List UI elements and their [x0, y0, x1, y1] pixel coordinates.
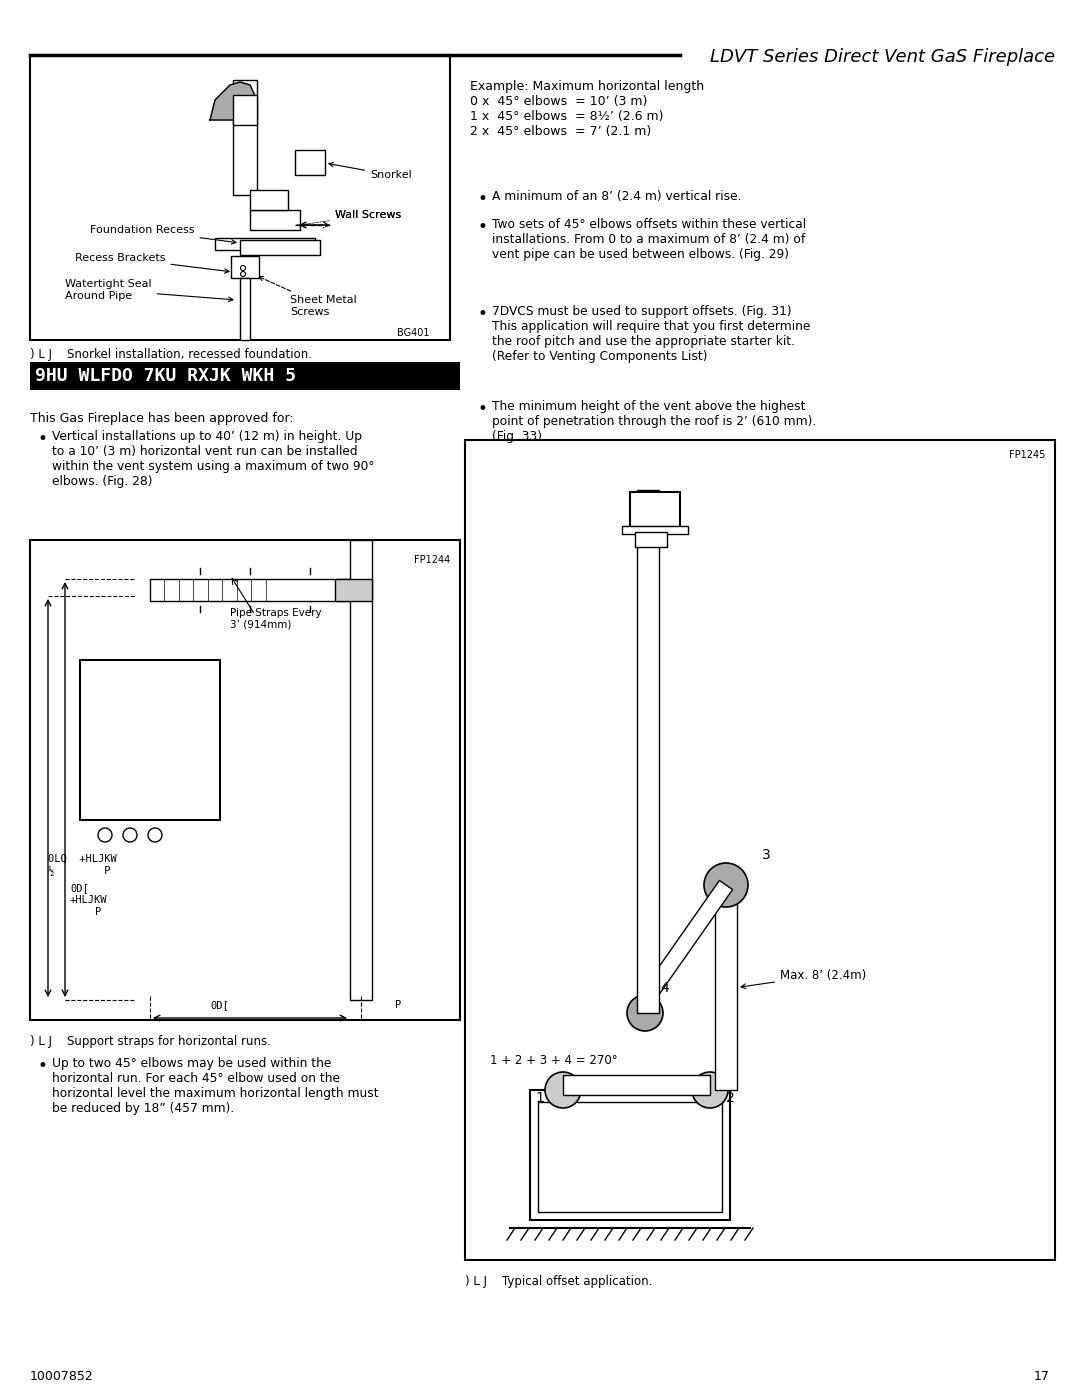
Text: •: • — [478, 190, 488, 208]
Circle shape — [241, 265, 245, 271]
Bar — [715, 890, 737, 1090]
Text: •: • — [38, 430, 48, 448]
Bar — [622, 527, 688, 534]
Bar — [80, 659, 220, 820]
Text: ) L J    Snorkel installation, recessed foundation.: ) L J Snorkel installation, recessed fou… — [30, 348, 312, 360]
Text: Max. 8’ (2.4m): Max. 8’ (2.4m) — [741, 968, 866, 989]
Text: •: • — [478, 218, 488, 236]
Text: LDVT Series Direct Vent GaS Fireplace: LDVT Series Direct Vent GaS Fireplace — [710, 47, 1055, 66]
Text: Wall Screws: Wall Screws — [302, 210, 402, 225]
Circle shape — [627, 995, 663, 1031]
Bar — [240, 240, 320, 256]
Text: 17: 17 — [1035, 1370, 1050, 1383]
Circle shape — [98, 828, 112, 842]
Bar — [335, 578, 372, 601]
Text: Watertight Seal
Around Pipe: Watertight Seal Around Pipe — [65, 279, 233, 302]
Bar — [150, 578, 350, 601]
Circle shape — [545, 1071, 581, 1108]
Text: Recess Brackets: Recess Brackets — [75, 253, 229, 274]
Text: Snorkel: Snorkel — [329, 162, 411, 180]
Circle shape — [704, 863, 748, 907]
Bar — [240, 278, 249, 339]
Circle shape — [123, 828, 137, 842]
Text: 3: 3 — [761, 848, 770, 862]
Bar — [637, 490, 659, 1013]
Bar — [30, 541, 460, 1020]
Text: This Gas Fireplace has been approved for:: This Gas Fireplace has been approved for… — [30, 412, 294, 425]
Text: •: • — [478, 400, 488, 418]
Text: Two sets of 45° elbows offsets within these vertical
installations. From 0 to a : Two sets of 45° elbows offsets within th… — [492, 218, 806, 261]
Text: Sheet Metal
Screws: Sheet Metal Screws — [259, 277, 356, 317]
Bar — [233, 80, 257, 196]
Circle shape — [241, 271, 245, 277]
Text: BG401: BG401 — [397, 328, 430, 338]
Text: ) L J    Typical offset application.: ) L J Typical offset application. — [465, 1275, 652, 1288]
Text: The minimum height of the vent above the highest
point of penetration through th: The minimum height of the vent above the… — [492, 400, 816, 443]
Text: 2: 2 — [726, 1091, 734, 1105]
Text: FP1244: FP1244 — [414, 555, 450, 564]
Text: 0D[: 0D[ — [211, 1000, 229, 1010]
Bar — [30, 54, 450, 339]
Bar — [465, 440, 1055, 1260]
Text: Example: Maximum horizontal length
0 x  45° elbows  = 10’ (3 m)
1 x  45° elbows : Example: Maximum horizontal length 0 x 4… — [470, 80, 704, 138]
Text: 4: 4 — [661, 981, 670, 995]
Bar — [627, 880, 732, 1021]
Circle shape — [692, 1071, 728, 1108]
Bar — [215, 237, 315, 250]
Text: 10007852: 10007852 — [30, 1370, 94, 1383]
Bar — [563, 1076, 710, 1095]
Text: FP1245: FP1245 — [1009, 450, 1045, 460]
Bar — [295, 149, 325, 175]
Text: 7DVCS must be used to support offsets. (Fig. 31)
This application will require t: 7DVCS must be used to support offsets. (… — [492, 305, 810, 363]
Text: Foundation Recess: Foundation Recess — [90, 225, 237, 244]
Bar — [630, 492, 680, 527]
Text: 1 + 2 + 3 + 4 = 270°: 1 + 2 + 3 + 4 = 270° — [490, 1053, 618, 1066]
Text: Vertical installations up to 40’ (12 m) in height. Up
to a 10’ (3 m) horizontal : Vertical installations up to 40’ (12 m) … — [52, 430, 375, 488]
Text: •: • — [478, 305, 488, 323]
Bar — [249, 210, 300, 231]
Text: Wall Screws: Wall Screws — [335, 210, 402, 219]
Bar — [530, 1090, 730, 1220]
Text: Up to two 45° elbows may be used within the
horizontal run. For each 45° elbow u: Up to two 45° elbows may be used within … — [52, 1058, 379, 1115]
Circle shape — [148, 828, 162, 842]
Text: Pipe Straps Every
3’ (914mm): Pipe Straps Every 3’ (914mm) — [230, 608, 322, 630]
Bar — [635, 532, 667, 548]
Text: A minimum of an 8’ (2.4 m) vertical rise.: A minimum of an 8’ (2.4 m) vertical rise… — [492, 190, 742, 203]
Text: •: • — [38, 1058, 48, 1076]
Bar — [538, 1102, 723, 1213]
Text: P: P — [395, 1000, 402, 1010]
Text: 0LQ  +HLJKW
½        P: 0LQ +HLJKW ½ P — [48, 854, 117, 876]
Text: 9HU WLFDO 7KU RXJK WKH 5: 9HU WLFDO 7KU RXJK WKH 5 — [35, 367, 296, 386]
Text: 0D[
+HLJKW
    P: 0D[ +HLJKW P — [70, 883, 108, 916]
Text: 1: 1 — [536, 1091, 544, 1105]
Bar — [249, 190, 288, 210]
Bar — [233, 95, 257, 124]
Polygon shape — [210, 82, 257, 120]
Bar — [231, 256, 259, 278]
Bar — [350, 541, 372, 1000]
Text: ) L J    Support straps for horizontal runs.: ) L J Support straps for horizontal runs… — [30, 1035, 271, 1048]
Bar — [30, 362, 460, 390]
